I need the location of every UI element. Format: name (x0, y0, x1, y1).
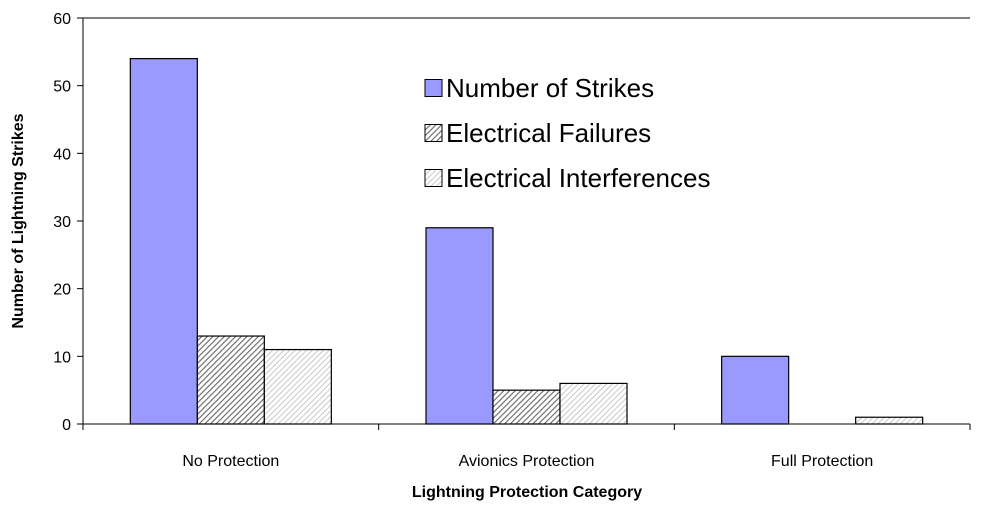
x-tick-label: Full Protection (771, 453, 873, 470)
legend-label: Electrical Interferences (446, 163, 710, 193)
bar (855, 416, 924, 425)
bar (492, 389, 561, 425)
bar (263, 348, 332, 425)
y-tick-label: 60 (53, 11, 71, 28)
y-tick-label: 10 (53, 349, 71, 366)
x-axis-title: Lightning Protection Category (412, 484, 642, 501)
bar (196, 335, 265, 425)
y-tick-label: 50 (53, 79, 71, 96)
bar (425, 227, 494, 425)
y-tick-label: 0 (62, 417, 71, 434)
x-tick-label: Avionics Protection (459, 453, 595, 470)
plot-area (129, 57, 924, 425)
bar (559, 382, 628, 425)
legend-swatch (424, 169, 443, 187)
legend-swatch (424, 124, 443, 142)
bar (721, 355, 790, 425)
y-tick-label: 30 (53, 214, 71, 231)
legend-label: Number of Strikes (446, 73, 654, 103)
y-tick-label: 40 (53, 146, 71, 163)
x-ticks: No Protection Avionics Protection Full Pro… (82, 424, 971, 470)
x-tick-label: No Protection (182, 453, 279, 470)
bar (129, 57, 198, 425)
legend-swatch (424, 79, 443, 97)
legend-label: Electrical Failures (446, 118, 651, 148)
y-axis-title: Number of Lightning Strikes (10, 113, 27, 328)
y-ticks: 0 10 20 30 40 50 60 (53, 11, 83, 434)
legend: Number of Strikes Electrical Failures Elec… (424, 73, 710, 193)
y-tick-label: 20 (53, 282, 71, 299)
